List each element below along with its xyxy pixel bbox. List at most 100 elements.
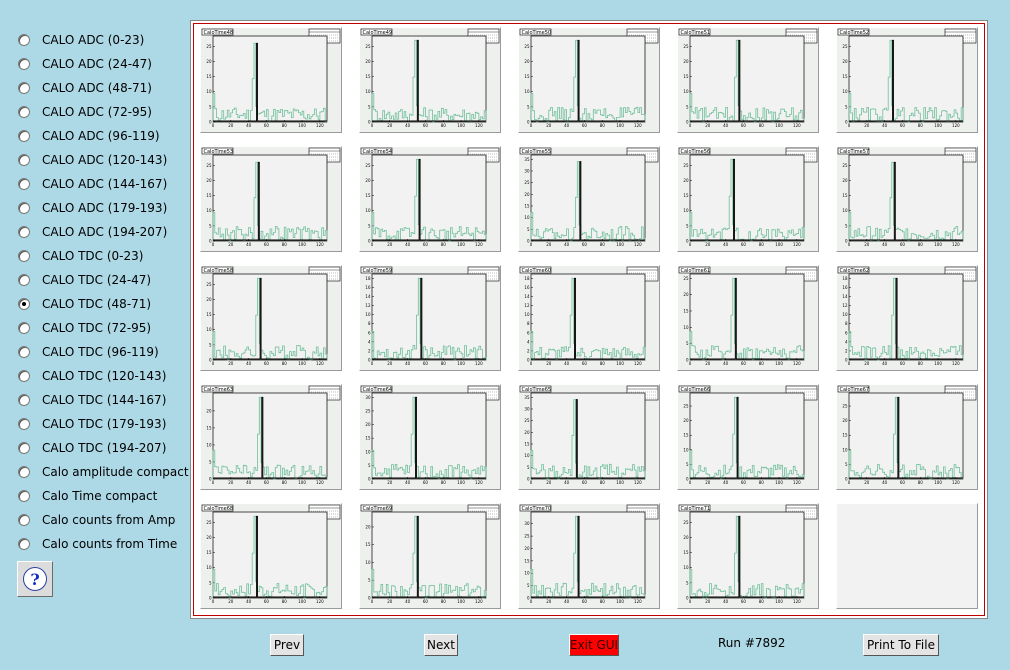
radio-button[interactable] (18, 130, 30, 142)
radio-option[interactable]: Calo counts from Time (14, 532, 184, 556)
svg-text:CaloTime55: CaloTime55 (522, 149, 552, 155)
svg-text:120: 120 (793, 123, 801, 128)
radio-option[interactable]: CALO TDC (144-167) (14, 388, 184, 412)
radio-option[interactable]: CALO ADC (120-143) (14, 148, 184, 172)
svg-text:5: 5 (527, 465, 530, 470)
radio-option[interactable]: CALO ADC (194-207) (14, 220, 184, 244)
svg-text:60: 60 (423, 480, 429, 485)
radio-option[interactable]: CALO ADC (24-47) (14, 52, 184, 76)
radio-button[interactable] (18, 394, 30, 406)
radio-button[interactable] (18, 106, 30, 118)
radio-label: CALO TDC (179-193) (42, 417, 167, 431)
svg-text:0: 0 (527, 120, 530, 125)
svg-text:25: 25 (683, 163, 689, 168)
svg-text:40: 40 (564, 480, 570, 485)
svg-text:0: 0 (371, 123, 374, 128)
radio-button[interactable] (18, 442, 30, 454)
radio-option[interactable]: CALO TDC (0-23) (14, 244, 184, 268)
radio-option[interactable]: CALO TDC (72-95) (14, 316, 184, 340)
radio-option[interactable]: Calo counts from Amp (14, 508, 184, 532)
radio-button[interactable] (18, 322, 30, 334)
svg-text:2: 2 (845, 348, 848, 353)
radio-button[interactable] (18, 178, 30, 190)
histogram-pad: CaloTime63 0 5 10 15 20 0 20 40 60 80 100 120 (200, 384, 342, 490)
radio-label: CALO ADC (48-71) (42, 81, 152, 95)
radio-option[interactable]: CALO ADC (48-71) (14, 76, 184, 100)
radio-option[interactable]: CALO TDC (120-143) (14, 364, 184, 388)
radio-button[interactable] (18, 370, 30, 382)
svg-text:80: 80 (918, 361, 924, 366)
histogram-title: CaloTime49 (360, 28, 393, 36)
svg-text:20: 20 (228, 242, 234, 247)
svg-text:0: 0 (371, 361, 374, 366)
svg-text:30: 30 (365, 395, 371, 400)
radio-option[interactable]: CALO TDC (48-71) (14, 292, 184, 316)
histogram-title: CaloTime57 (837, 147, 870, 155)
radio-option[interactable]: CALO TDC (24-47) (14, 268, 184, 292)
svg-text:80: 80 (600, 123, 606, 128)
svg-text:25: 25 (842, 163, 848, 168)
radio-option[interactable]: CALO TDC (194-207) (14, 436, 184, 460)
svg-text:20: 20 (842, 59, 848, 64)
svg-text:120: 120 (793, 242, 801, 247)
radio-option[interactable]: CALO ADC (72-95) (14, 100, 184, 124)
radio-label: CALO TDC (144-167) (42, 393, 167, 407)
svg-text:60: 60 (423, 123, 429, 128)
svg-text:0: 0 (209, 120, 212, 125)
svg-text:5: 5 (368, 223, 371, 228)
radio-option[interactable]: Calo amplitude compact (14, 460, 189, 484)
radio-button[interactable] (18, 202, 30, 214)
svg-text:100: 100 (934, 361, 942, 366)
svg-text:15: 15 (206, 74, 212, 79)
prev-button[interactable]: Prev (270, 634, 304, 656)
svg-text:40: 40 (564, 361, 570, 366)
radio-button[interactable] (18, 466, 30, 478)
svg-text:60: 60 (582, 480, 588, 485)
svg-text:120: 120 (793, 361, 801, 366)
radio-option[interactable]: CALO ADC (179-193) (14, 196, 184, 220)
svg-text:120: 120 (316, 361, 324, 366)
svg-text:100: 100 (616, 599, 624, 604)
radio-button[interactable] (18, 226, 30, 238)
svg-text:25: 25 (683, 44, 689, 49)
svg-text:0: 0 (212, 480, 215, 485)
radio-option[interactable]: CALO ADC (96-119) (14, 124, 184, 148)
radio-option[interactable]: CALO ADC (144-167) (14, 172, 184, 196)
radio-button[interactable] (18, 58, 30, 70)
radio-button[interactable] (18, 538, 30, 550)
radio-button[interactable] (18, 418, 30, 430)
radio-button[interactable] (18, 346, 30, 358)
radio-button[interactable] (18, 34, 30, 46)
radio-button-selected[interactable] (18, 298, 30, 310)
next-button[interactable]: Next (424, 634, 458, 656)
radio-option[interactable]: CALO TDC (179-193) (14, 412, 184, 436)
radio-button[interactable] (18, 514, 30, 526)
svg-text:10: 10 (206, 442, 212, 447)
svg-text:20: 20 (387, 599, 393, 604)
exit-gui-button[interactable]: Exit GUI (569, 634, 619, 656)
radio-button[interactable] (18, 274, 30, 286)
radio-option[interactable]: CALO TDC (96-119) (14, 340, 184, 364)
black-series (213, 515, 327, 598)
svg-text:40: 40 (723, 123, 729, 128)
radio-option[interactable]: Calo Time compact (14, 484, 184, 508)
svg-text:120: 120 (634, 123, 642, 128)
svg-text:20: 20 (705, 599, 711, 604)
svg-text:60: 60 (264, 480, 270, 485)
help-button[interactable]: ? (17, 561, 53, 597)
radio-button[interactable] (18, 250, 30, 262)
svg-text:10: 10 (842, 312, 848, 317)
svg-text:15: 15 (524, 203, 530, 208)
radio-button[interactable] (18, 154, 30, 166)
radio-option[interactable]: CALO ADC (0-23) (14, 28, 184, 52)
print-to-file-button[interactable]: Print To File (863, 634, 939, 656)
svg-text:40: 40 (882, 123, 888, 128)
radio-button[interactable] (18, 490, 30, 502)
svg-text:0: 0 (371, 242, 374, 247)
radio-button[interactable] (18, 82, 30, 94)
svg-text:10: 10 (683, 89, 689, 94)
svg-text:16: 16 (842, 285, 848, 290)
